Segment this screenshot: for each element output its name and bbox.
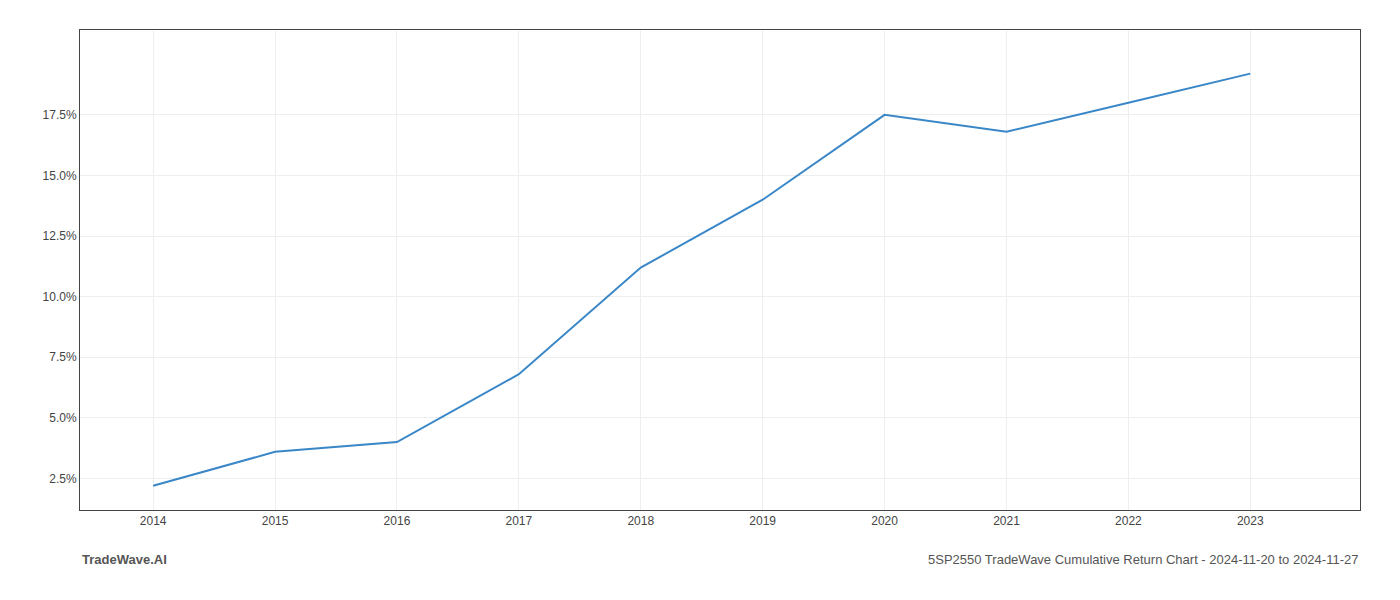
svg-text:15.0%: 15.0% (43, 169, 77, 183)
svg-text:2021: 2021 (993, 514, 1020, 528)
svg-text:TradeWave.AI: TradeWave.AI (82, 552, 167, 567)
svg-text:2022: 2022 (1115, 514, 1142, 528)
svg-text:2016: 2016 (384, 514, 411, 528)
svg-text:5SP2550 TradeWave Cumulative R: 5SP2550 TradeWave Cumulative Return Char… (928, 552, 1358, 567)
svg-text:5.0%: 5.0% (49, 411, 77, 425)
svg-text:2.5%: 2.5% (49, 472, 77, 486)
svg-text:7.5%: 7.5% (49, 350, 77, 364)
svg-text:2023: 2023 (1237, 514, 1264, 528)
svg-text:2020: 2020 (871, 514, 898, 528)
svg-text:2018: 2018 (627, 514, 654, 528)
svg-text:2015: 2015 (262, 514, 289, 528)
svg-text:2019: 2019 (749, 514, 776, 528)
svg-text:17.5%: 17.5% (43, 108, 77, 122)
svg-text:2017: 2017 (506, 514, 533, 528)
svg-text:10.0%: 10.0% (43, 290, 77, 304)
svg-text:12.5%: 12.5% (43, 229, 77, 243)
svg-text:2014: 2014 (140, 514, 167, 528)
